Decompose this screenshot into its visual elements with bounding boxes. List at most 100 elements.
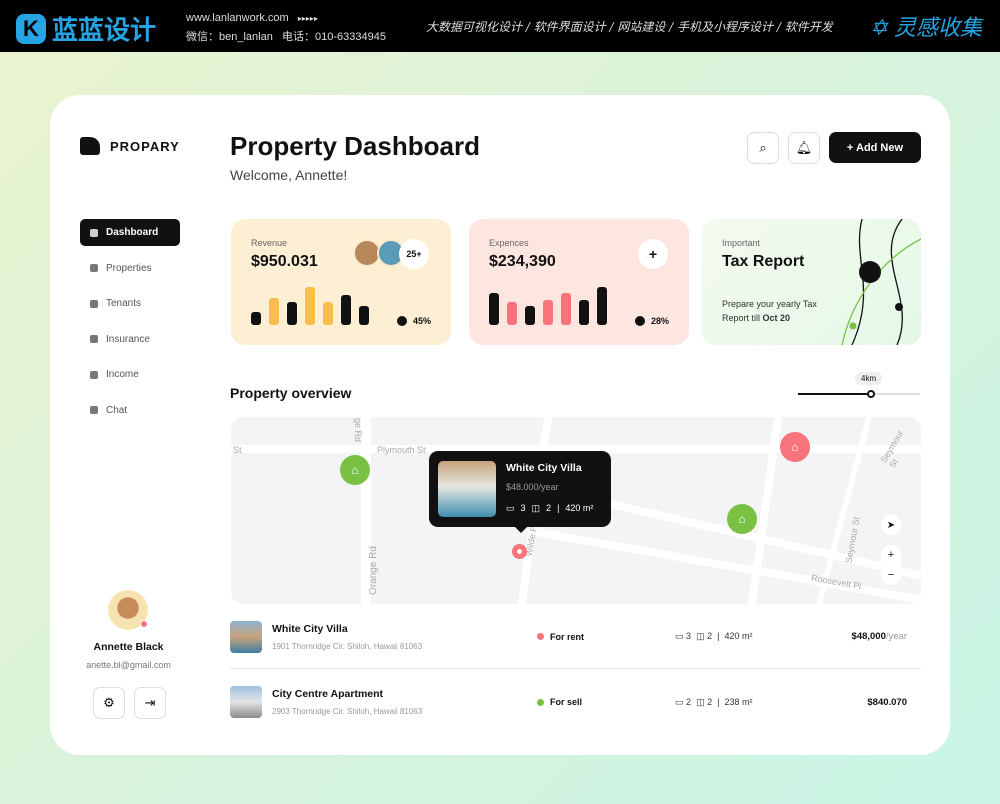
- user-name: Annette Black: [93, 641, 164, 653]
- area: 420 m²: [565, 503, 594, 513]
- tax-text: Prepare your yearly Tax Report till Oct …: [722, 297, 822, 325]
- chat-icon: [90, 406, 98, 414]
- popup-features: ▭ 3 ◫ 2 | 420 m²: [506, 503, 594, 513]
- logout-button[interactable]: ⇥: [134, 687, 166, 719]
- phone: 电话：010-63334945: [282, 31, 386, 43]
- baths: 2: [707, 631, 713, 641]
- tax-report-card[interactable]: Important Tax Report Prepare your yearly…: [702, 219, 921, 345]
- home-icon: ⌂: [351, 463, 359, 477]
- zoom-controls: + −: [881, 545, 901, 585]
- expenses-label: Expences: [489, 238, 529, 248]
- property-thumbnail: [230, 686, 262, 718]
- home-icon: [90, 264, 98, 272]
- property-row[interactable]: City Centre Apartment 2903 Thornridge Cir…: [230, 670, 921, 734]
- add-expense-button[interactable]: +: [638, 239, 668, 269]
- home-icon: ⌂: [738, 512, 746, 526]
- property-row[interactable]: White City Villa 1901 Thornridge Cir. Shi…: [230, 605, 921, 669]
- wechat: 微信：ben_lanlan: [186, 31, 273, 43]
- property-features: ▭ 3 ◫ 2 | 420 m²: [675, 631, 753, 641]
- mini-bar: [525, 306, 535, 325]
- expenses-percent: 28%: [634, 316, 669, 326]
- popup-title: White City Villa: [506, 462, 582, 474]
- app-logo[interactable]: PROPARY: [80, 137, 180, 155]
- logout-icon: ⇥: [144, 695, 156, 710]
- property-map[interactable]: St Plymouth St ge Rd Orange Rd Wilde Pl …: [231, 417, 921, 604]
- bell-icon: 🔔︎: [795, 140, 813, 155]
- tax-desc: Prepare your yearly Tax Report till: [722, 299, 817, 323]
- distance-label: 4km: [855, 372, 883, 385]
- beds: 2: [686, 696, 692, 707]
- mini-bar: [305, 287, 315, 325]
- sidebar-item-insurance[interactable]: Insurance: [80, 326, 180, 353]
- sidebar-item-properties[interactable]: Properties: [80, 255, 180, 282]
- selected-pin[interactable]: [512, 544, 527, 559]
- pie-icon: [90, 370, 98, 379]
- beds: 3: [686, 631, 692, 641]
- price-value: $48,000: [851, 631, 886, 642]
- settings-button[interactable]: ⚙: [93, 687, 125, 719]
- distance-slider[interactable]: [798, 390, 920, 398]
- mini-bar: [323, 302, 333, 325]
- mini-bar: [341, 294, 351, 325]
- mini-bar: [561, 292, 571, 325]
- property-popup[interactable]: White City Villa $48.000/year ▭ 3 ◫ 2 | 420 m…: [429, 451, 611, 533]
- locate-button[interactable]: ➤: [881, 515, 901, 535]
- banner-url[interactable]: www.lanlanwork.com: [186, 12, 289, 24]
- sidebar-item-chat[interactable]: Chat: [80, 397, 180, 424]
- bed-icon: ▭: [675, 696, 684, 707]
- search-button[interactable]: ⌕: [747, 132, 779, 164]
- area: 238 m²: [724, 696, 753, 707]
- zoom-out-button[interactable]: −: [887, 569, 895, 581]
- area: 420 m²: [724, 631, 753, 641]
- property-name: City Centre Apartment: [272, 688, 384, 700]
- beds: 3: [520, 503, 526, 513]
- nav-label: Insurance: [106, 333, 150, 345]
- bed-icon: ▭: [506, 503, 515, 513]
- more-users-badge[interactable]: 25+: [399, 239, 429, 269]
- baths: 2: [707, 696, 713, 707]
- slider-handle[interactable]: [867, 390, 876, 398]
- logo-mark-icon: K: [16, 13, 46, 44]
- bath-icon: ◫: [696, 696, 705, 707]
- notifications-button[interactable]: 🔔︎: [788, 132, 820, 164]
- sidebar-nav: Dashboard Properties Tenants Insurance I…: [80, 219, 180, 432]
- mini-bar: [287, 302, 297, 325]
- house-logo-icon: [80, 137, 100, 155]
- dashboard-icon: [90, 228, 98, 237]
- revenue-label: Revenue: [251, 238, 288, 248]
- expenses-card: Expences $234,390 + 28%: [469, 219, 689, 345]
- mini-bar: [579, 300, 589, 325]
- percent-text: 28%: [650, 316, 669, 326]
- property-pin[interactable]: ⌂: [727, 504, 757, 534]
- property-pin[interactable]: ⌂: [340, 455, 370, 485]
- status-dot: [537, 633, 544, 640]
- bed-icon: ▭: [675, 631, 684, 641]
- status-badge: For rent: [537, 632, 584, 642]
- baths: 2: [546, 503, 552, 513]
- street-label: Orange Rd: [367, 546, 379, 595]
- sidebar-item-tenants[interactable]: Tenants: [80, 290, 180, 317]
- welcome-text: Welcome, Annette!: [230, 167, 348, 183]
- nav-label: Tenants: [106, 298, 142, 309]
- property-pin[interactable]: ⌂: [780, 432, 810, 462]
- property-name: White City Villa: [272, 622, 348, 635]
- logo-text: 蓝蓝设计: [52, 15, 157, 45]
- zoom-in-button[interactable]: +: [887, 549, 895, 561]
- brand-collection: ✡ 灵感收集: [869, 15, 982, 40]
- user-avatar[interactable]: [108, 590, 148, 630]
- user-icon: [90, 299, 98, 308]
- shield-icon: [90, 335, 98, 343]
- status-badge: For sell: [537, 697, 582, 707]
- mini-bar: [543, 300, 553, 325]
- property-features: ▭ 2 ◫ 2 | 238 m²: [675, 696, 753, 707]
- section-title: Property overview: [230, 385, 352, 401]
- street-label: Plymouth St: [377, 445, 426, 455]
- add-new-button[interactable]: + Add New: [829, 132, 921, 163]
- services-list: 大数据可视化设计 / 软件界面设计 / 网站建设 / 手机及小程序设计 / 软件…: [426, 20, 833, 34]
- street: [361, 417, 371, 604]
- status-text: For rent: [550, 631, 585, 642]
- dashboard-card: PROPARY Dashboard Properties Tenants Ins…: [50, 95, 950, 755]
- revenue-card: Revenue $950.031 25+ 45%: [231, 219, 451, 345]
- sidebar-item-dashboard[interactable]: Dashboard: [80, 219, 180, 246]
- sidebar-item-income[interactable]: Income: [80, 361, 180, 388]
